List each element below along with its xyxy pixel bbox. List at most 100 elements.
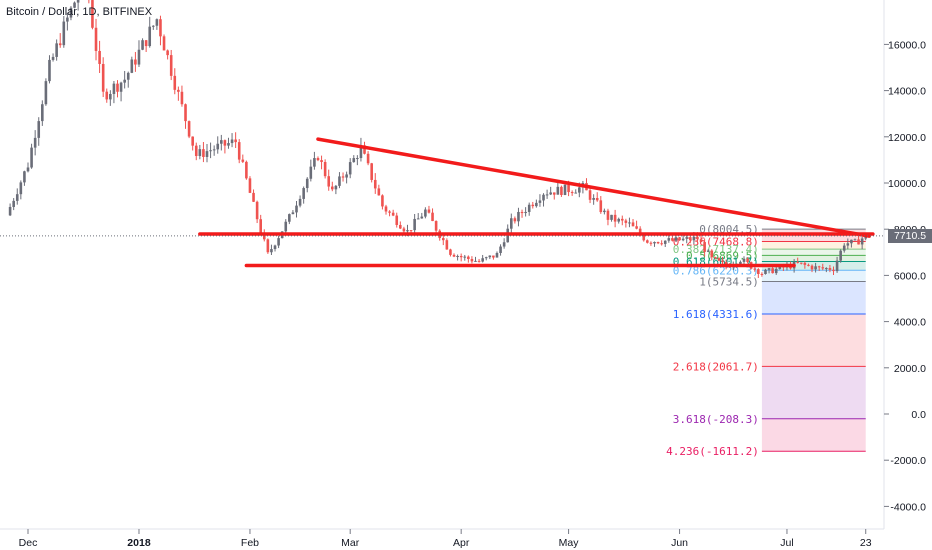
candle-body [449, 249, 452, 255]
candlestick-series [8, 0, 868, 278]
candle-body [814, 266, 817, 270]
candle-body [313, 158, 316, 167]
fib-zone [761, 270, 866, 282]
candle-body [33, 137, 37, 148]
candle-body [646, 240, 649, 243]
candle-body [424, 209, 427, 217]
candle-body [187, 121, 191, 137]
candle-body [130, 59, 134, 73]
candle-body [266, 239, 270, 253]
candle-body [563, 184, 567, 195]
candle-body [58, 43, 62, 46]
candle-body [381, 195, 384, 207]
candle-body [603, 210, 606, 213]
y-tick-label: 12000.0 [888, 132, 926, 144]
x-tick-label: Jul [780, 537, 793, 549]
candle-body [302, 188, 305, 199]
candle-body [667, 238, 671, 241]
x-tick-label: May [559, 537, 580, 549]
x-tick-label: 23 [860, 537, 872, 549]
candle-body [703, 242, 706, 252]
candle-body [391, 212, 395, 216]
candle-body [105, 91, 109, 100]
candle-body [41, 104, 44, 122]
candle-body [66, 17, 69, 22]
candle-body [860, 238, 864, 245]
fib-zone [761, 255, 866, 262]
candle-body [298, 198, 302, 206]
candle-body [678, 237, 681, 241]
candle-body [320, 160, 323, 163]
chart-title: Bitcoin / Dollar, 1D, BITFINEX [6, 6, 153, 18]
candle-body [488, 255, 492, 258]
candle-body [198, 149, 202, 156]
candle-body [44, 81, 48, 105]
candle-body [671, 238, 674, 241]
candle-body [230, 139, 234, 144]
candle-body [545, 194, 549, 196]
candle-body [470, 259, 474, 262]
candle-body [15, 194, 19, 201]
candle-body [467, 256, 470, 260]
candle-body [420, 216, 424, 219]
fib-level-label: 0.786(6220.3) [673, 264, 759, 277]
candle-body [399, 224, 402, 229]
candle-body [499, 246, 502, 253]
candle-body [721, 260, 724, 263]
candle-body [535, 202, 538, 207]
fib-zone [761, 418, 866, 452]
candle-body [126, 72, 130, 80]
candle-body [778, 265, 782, 269]
candle-body [635, 226, 638, 229]
candle-body [23, 171, 26, 183]
candle-body [101, 63, 105, 92]
candle-body [62, 21, 66, 46]
candle-body [656, 241, 660, 244]
candle-body [456, 256, 459, 258]
fib-zone [761, 261, 866, 271]
candle-body [620, 218, 624, 221]
candle-body [112, 83, 116, 94]
fib-zone [761, 366, 866, 419]
candle-body [348, 162, 352, 175]
candle-body [549, 192, 552, 195]
candle-body [377, 188, 381, 196]
candle-body [216, 143, 220, 150]
x-tick-label: 2018 [127, 537, 151, 549]
candle-body [517, 211, 520, 222]
candle-body [384, 206, 388, 212]
candle-body [152, 25, 155, 27]
candle-body [459, 256, 463, 258]
candle-body [416, 218, 420, 220]
candle-body [409, 230, 413, 232]
candle-body [828, 268, 832, 270]
candle-body [19, 182, 23, 195]
candle-body [91, 0, 94, 28]
candle-body [341, 176, 345, 178]
fib-level-label: 0.382(7137.4) [673, 243, 759, 256]
candle-body [395, 215, 399, 225]
candle-body [696, 236, 699, 240]
candle-body [513, 218, 517, 222]
candle-body [388, 211, 391, 213]
candle-body [556, 186, 560, 195]
x-tick-label: Mar [341, 537, 360, 549]
fib-zone [761, 313, 866, 367]
candle-body [134, 59, 137, 65]
candle-body [309, 166, 313, 179]
y-tick-label: -4000.0 [890, 501, 926, 513]
candle-body [194, 145, 198, 156]
candle-body [123, 79, 126, 83]
fibonacci-retracement[interactable]: 0(8004.5)0.236(7468.8)0.382(7137.4)0.5(6… [666, 223, 866, 458]
candle-body [857, 239, 860, 245]
trendline[interactable] [316, 137, 872, 238]
candle-body [8, 206, 12, 216]
candle-body [273, 245, 277, 250]
trendlines[interactable] [0, 137, 884, 268]
candle-body [717, 258, 721, 261]
candle-body [538, 200, 542, 203]
candle-body [492, 255, 495, 258]
candle-body [148, 26, 152, 47]
